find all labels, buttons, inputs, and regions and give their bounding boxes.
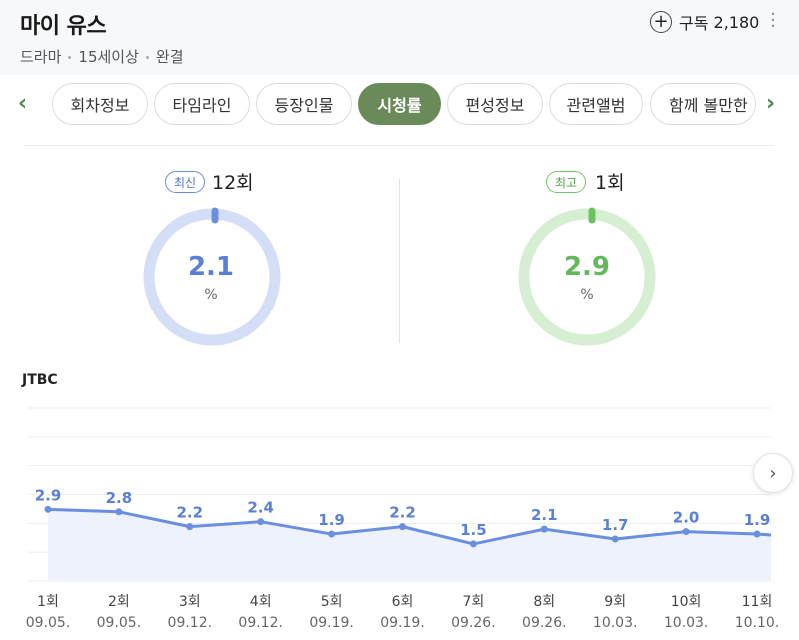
separator-dot xyxy=(145,56,149,59)
x-tick-episode: 4회 xyxy=(250,594,272,610)
tab-albums[interactable]: 관련앨범 xyxy=(549,83,643,125)
data-label: 2.1 xyxy=(531,506,558,524)
chevron-right-icon: › xyxy=(769,462,777,484)
chart-next-button[interactable]: › xyxy=(753,453,793,493)
x-tick-episode: 9회 xyxy=(604,594,626,610)
data-label: 2.0 xyxy=(673,509,700,527)
more-options-icon[interactable]: · · · xyxy=(770,4,776,37)
x-tick-date: 10.10. xyxy=(735,615,780,631)
chevron-right-icon[interactable]: › xyxy=(766,91,776,116)
x-tick-episode: 10회 xyxy=(671,594,702,610)
data-point[interactable] xyxy=(753,530,761,538)
data-label: 1.9 xyxy=(318,511,345,529)
chevron-left-icon[interactable]: ‹ xyxy=(18,91,28,116)
latest-rating-unit: % xyxy=(204,287,218,303)
tab-cast[interactable]: 등장인물 xyxy=(256,83,352,125)
data-point[interactable] xyxy=(328,530,336,538)
x-tick-date: 10.03. xyxy=(593,615,638,631)
latest-rating-gauge xyxy=(143,207,281,346)
latest-episode: 12회 xyxy=(212,172,254,194)
x-tick-episode: 5회 xyxy=(321,594,343,610)
network-label: JTBC xyxy=(22,372,58,388)
best-rating-unit: % xyxy=(580,287,594,303)
latest-badge: 최신 xyxy=(165,171,205,193)
latest-rating-value: 2.1 xyxy=(187,252,235,282)
data-label: 1.5 xyxy=(460,521,487,539)
tab-ratings[interactable]: 시청률 xyxy=(358,83,441,125)
data-point[interactable] xyxy=(186,523,194,531)
tab-recommended[interactable]: 함께 볼만한 xyxy=(650,83,756,125)
summary-divider xyxy=(399,178,400,343)
program-meta: 드라마 15세이상 완결 xyxy=(20,46,184,67)
x-tick-date: 09.12. xyxy=(168,615,213,631)
data-point[interactable] xyxy=(611,535,619,543)
x-tick-episode: 2회 xyxy=(108,594,130,610)
x-tick-episode: 8회 xyxy=(533,594,555,610)
x-tick-episode: 1회 xyxy=(37,594,59,610)
x-tick-episode: 7회 xyxy=(463,594,485,610)
tab-timeline[interactable]: 타임라인 xyxy=(154,83,250,125)
data-label: 1.7 xyxy=(602,516,629,534)
data-point[interactable] xyxy=(257,518,265,526)
data-label: 1.9 xyxy=(744,511,771,529)
x-tick-date: 09.12. xyxy=(238,615,283,631)
data-point[interactable] xyxy=(540,525,548,533)
data-point[interactable] xyxy=(115,508,123,516)
data-label: 2.2 xyxy=(389,504,416,522)
data-point[interactable] xyxy=(469,540,477,548)
program-title: 마이 유스 xyxy=(20,14,107,39)
data-label: 2.2 xyxy=(177,504,204,522)
best-badge: 최고 xyxy=(546,171,586,193)
data-label: 2.8 xyxy=(106,489,133,507)
tab-bar: ‹ 회차정보 타임라인 등장인물 시청률 편성정보 관련앨범 함께 볼만한 › xyxy=(0,83,799,127)
x-tick-date: 09.26. xyxy=(522,615,567,631)
rating-label: 15세이상 xyxy=(78,48,139,66)
x-tick-episode: 11회 xyxy=(742,594,773,610)
data-point[interactable] xyxy=(44,505,52,513)
x-tick-date: 09.05. xyxy=(26,615,71,631)
data-label: 2.9 xyxy=(35,486,62,504)
status-label: 완결 xyxy=(155,48,184,66)
ratings-line xyxy=(47,507,772,546)
genre-label: 드라마 xyxy=(20,48,62,66)
x-tick-date: 09.26. xyxy=(451,615,496,631)
program-header: 마이 유스 드라마 15세이상 완결 + 구독 2,180 · · · xyxy=(0,0,799,75)
x-tick-date: 10.03. xyxy=(664,615,709,631)
best-rating-value: 2.9 xyxy=(563,252,611,282)
section-divider xyxy=(24,145,774,146)
data-point[interactable] xyxy=(399,523,406,531)
separator-dot xyxy=(68,56,72,59)
ratings-area xyxy=(48,509,771,581)
ratings-line-chart: 2.9 1회 09.05. 2.8 2회 09.05. 2.2 3회 09.12. 2.4 4회 09… xyxy=(26,407,780,631)
best-episode: 1회 xyxy=(595,172,625,194)
x-tick-date: 09.19. xyxy=(380,615,425,631)
subscribe-count: 2,180 xyxy=(713,12,760,32)
subscribe-button[interactable]: + 구독 2,180 xyxy=(650,9,759,35)
subscribe-label: 구독 xyxy=(679,14,709,33)
best-rating-gauge xyxy=(518,207,656,346)
data-point[interactable] xyxy=(682,528,690,536)
x-tick-episode: 6회 xyxy=(392,594,414,610)
tab-episode-info[interactable]: 회차정보 xyxy=(52,83,148,125)
plus-icon: + xyxy=(650,11,672,33)
data-label: 2.4 xyxy=(247,499,274,517)
x-tick-date: 09.19. xyxy=(309,615,354,631)
x-tick-date: 09.05. xyxy=(97,615,142,631)
tab-schedule[interactable]: 편성정보 xyxy=(447,83,543,125)
x-tick-episode: 3회 xyxy=(179,594,201,610)
